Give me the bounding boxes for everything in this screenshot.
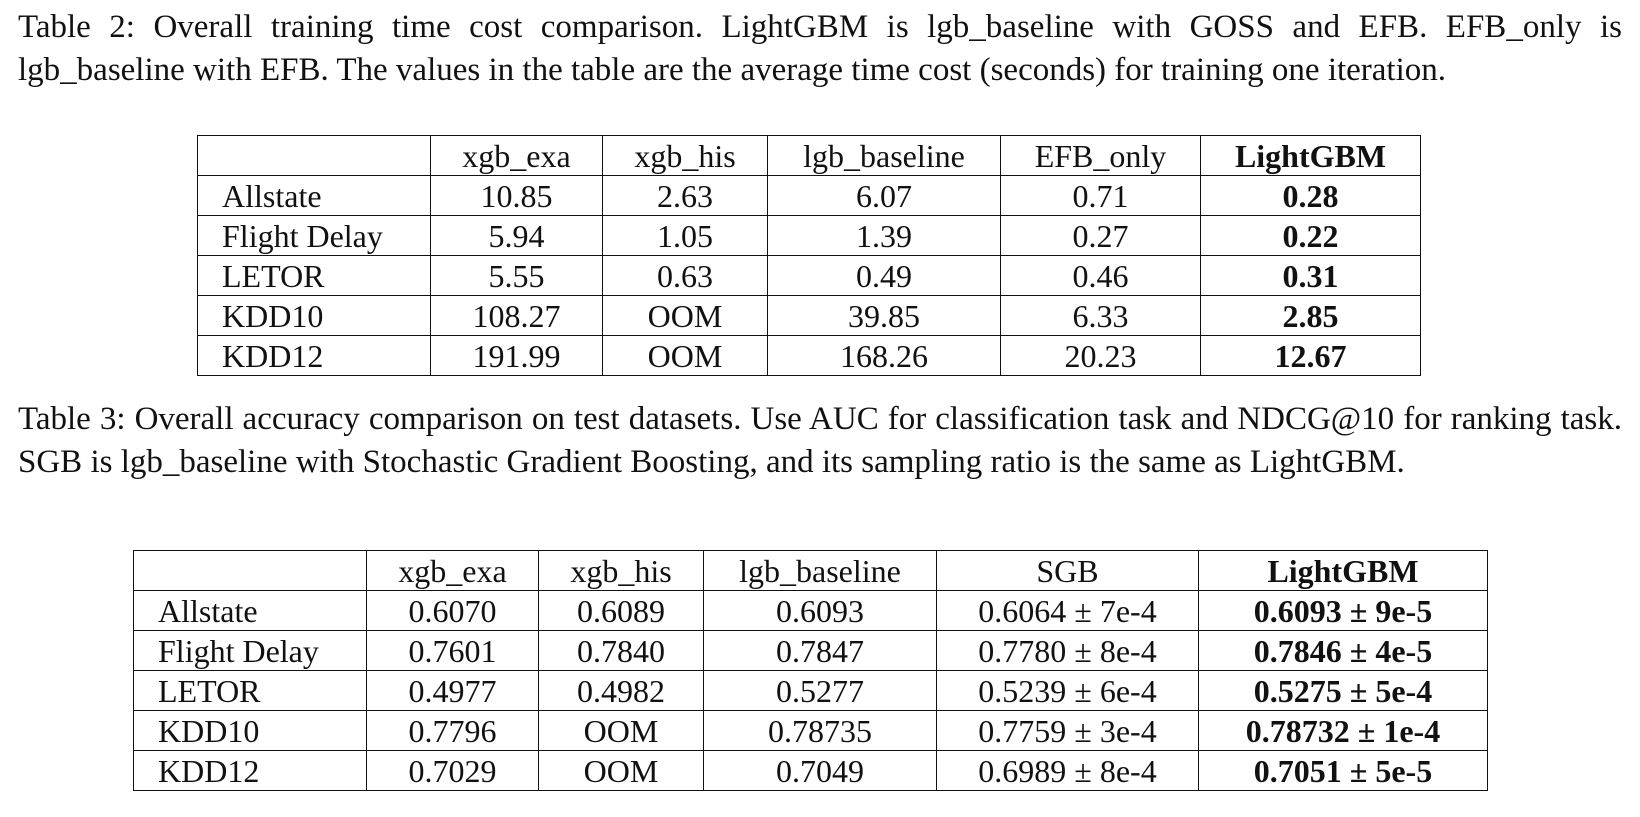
table-cell: 0.4977 <box>366 670 539 711</box>
row-label: KDD12 <box>197 335 431 376</box>
header-cell: xgb_his <box>602 135 768 176</box>
table-cell: 20.23 <box>1000 335 1201 376</box>
table-cell-best: 0.6093 ± 9e-5 <box>1198 590 1488 631</box>
table-cell-best: 0.31 <box>1200 255 1421 296</box>
table-cell: 0.71 <box>1000 175 1201 216</box>
header-cell: xgb_exa <box>430 135 603 176</box>
table-cell-best: 0.78732 ± 1e-4 <box>1198 710 1488 751</box>
table-cell: 0.6989 ± 8e-4 <box>936 750 1199 791</box>
table-cell: 0.27 <box>1000 215 1201 256</box>
table-row: KDD10 0.7796 OOM 0.78735 0.7759 ± 3e-4 0… <box>133 710 1488 751</box>
table-cell: 0.7759 ± 3e-4 <box>936 710 1199 751</box>
header-cell: lgb_baseline <box>767 135 1001 176</box>
table-cell: 0.7847 <box>703 630 937 671</box>
row-label: Flight Delay <box>133 630 367 671</box>
header-cell: lgb_baseline <box>703 550 937 591</box>
table-row: Allstate 0.6070 0.6089 0.6093 0.6064 ± 7… <box>133 590 1488 631</box>
table-cell-best: 0.5275 ± 5e-4 <box>1198 670 1488 711</box>
table-cell: 0.7840 <box>538 630 704 671</box>
row-label: Allstate <box>133 590 367 631</box>
table-cell: 10.85 <box>430 175 603 216</box>
table-cell: 0.78735 <box>703 710 937 751</box>
table-cell: 39.85 <box>767 295 1001 336</box>
table-cell: 0.7796 <box>366 710 539 751</box>
table2-caption: Table 2: Overall training time cost comp… <box>18 9 1622 88</box>
table-cell-best: 2.85 <box>1200 295 1421 336</box>
table-cell-best: 0.22 <box>1200 215 1421 256</box>
table-cell: 6.33 <box>1000 295 1201 336</box>
row-label: LETOR <box>133 670 367 711</box>
table-row: KDD10 108.27 OOM 39.85 6.33 2.85 <box>197 295 1421 336</box>
table-cell: 0.6070 <box>366 590 539 631</box>
table-row: Flight Delay 5.94 1.05 1.39 0.27 0.22 <box>197 215 1421 256</box>
table-row: Flight Delay 0.7601 0.7840 0.7847 0.7780… <box>133 630 1488 671</box>
table-cell: 0.6089 <box>538 590 704 631</box>
table-cell: 5.94 <box>430 215 603 256</box>
table-cell: 0.4982 <box>538 670 704 711</box>
row-label: Allstate <box>197 175 431 216</box>
table-cell: OOM <box>538 750 704 791</box>
row-label: KDD12 <box>133 750 367 791</box>
table-cell: 1.05 <box>602 215 768 256</box>
table-header-row: xgb_exa xgb_his lgb_baseline EFB_only Li… <box>197 135 1421 176</box>
table-row: KDD12 191.99 OOM 168.26 20.23 12.67 <box>197 335 1421 376</box>
table-cell: 0.7780 ± 8e-4 <box>936 630 1199 671</box>
row-label: LETOR <box>197 255 431 296</box>
table-row: LETOR 0.4977 0.4982 0.5277 0.5239 ± 6e-4… <box>133 670 1488 711</box>
table-cell: OOM <box>538 710 704 751</box>
header-cell-lightgbm: LightGBM <box>1198 550 1488 591</box>
table-cell-best: 0.7051 ± 5e-5 <box>1198 750 1488 791</box>
row-label: Flight Delay <box>197 215 431 256</box>
table-cell: 6.07 <box>767 175 1001 216</box>
table-cell: 0.7601 <box>366 630 539 671</box>
table-row: Allstate 10.85 2.63 6.07 0.71 0.28 <box>197 175 1421 216</box>
header-cell: EFB_only <box>1000 135 1201 176</box>
table-row: KDD12 0.7029 OOM 0.7049 0.6989 ± 8e-4 0.… <box>133 750 1488 791</box>
table-cell: 0.5277 <box>703 670 937 711</box>
table-cell: 0.63 <box>602 255 768 296</box>
table-cell: 0.49 <box>767 255 1001 296</box>
header-cell: xgb_his <box>538 550 704 591</box>
table-cell-best: 0.28 <box>1200 175 1421 216</box>
table-cell: 0.5239 ± 6e-4 <box>936 670 1199 711</box>
table-cell: 2.63 <box>602 175 768 216</box>
header-cell-empty <box>133 550 367 591</box>
header-cell: xgb_exa <box>366 550 539 591</box>
table-row: LETOR 5.55 0.63 0.49 0.46 0.31 <box>197 255 1421 296</box>
table-cell: OOM <box>602 295 768 336</box>
header-cell: SGB <box>936 550 1199 591</box>
table3-caption: Table 3: Overall accuracy comparison on … <box>18 401 1622 480</box>
header-cell-empty <box>197 135 431 176</box>
table-cell: 168.26 <box>767 335 1001 376</box>
table-cell-best: 0.7846 ± 4e-5 <box>1198 630 1488 671</box>
table-cell: 1.39 <box>767 215 1001 256</box>
table-cell: 0.6064 ± 7e-4 <box>936 590 1199 631</box>
header-cell-lightgbm: LightGBM <box>1200 135 1421 176</box>
table-cell: 0.7049 <box>703 750 937 791</box>
table-header-row: xgb_exa xgb_his lgb_baseline SGB LightGB… <box>133 550 1488 591</box>
table-cell: 0.7029 <box>366 750 539 791</box>
table-cell: OOM <box>602 335 768 376</box>
table-cell: 191.99 <box>430 335 603 376</box>
table-cell-best: 12.67 <box>1200 335 1421 376</box>
row-label: KDD10 <box>133 710 367 751</box>
row-label: KDD10 <box>197 295 431 336</box>
table-cell: 108.27 <box>430 295 603 336</box>
table2-training-time: xgb_exa xgb_his lgb_baseline EFB_only Li… <box>197 135 1421 376</box>
table3-accuracy: xgb_exa xgb_his lgb_baseline SGB LightGB… <box>133 550 1488 791</box>
table-cell: 0.6093 <box>703 590 937 631</box>
table-cell: 5.55 <box>430 255 603 296</box>
table-cell: 0.46 <box>1000 255 1201 296</box>
